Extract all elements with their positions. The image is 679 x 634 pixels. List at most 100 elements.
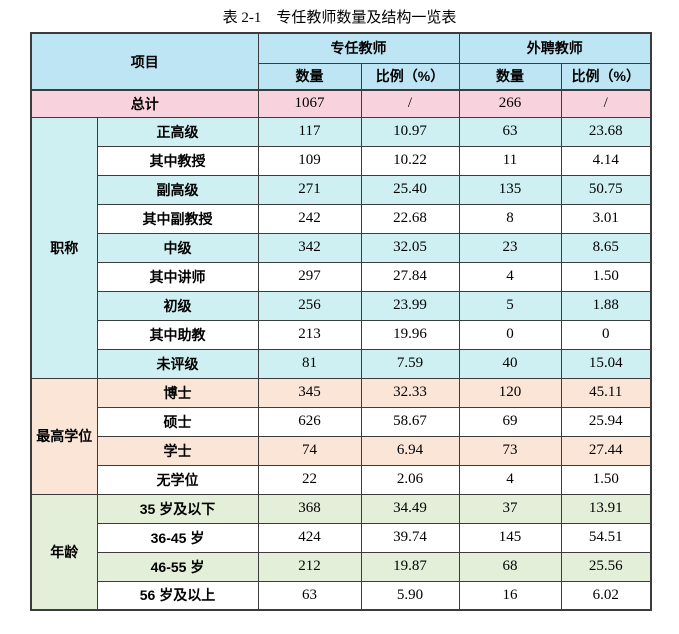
- table-row: 副高级 271 25.40 135 50.75: [31, 174, 652, 205]
- value-cell: 63: [458, 116, 562, 147]
- value-cell: 345: [257, 377, 362, 408]
- table-row: 其中讲师 297 27.84 4 1.50: [31, 261, 652, 292]
- table-row: 硕士 626 58.67 69 25.94: [31, 406, 652, 437]
- value-cell: 10.22: [360, 145, 460, 176]
- value-cell: 63: [257, 580, 362, 611]
- header-quantity-1-cell: 数量: [257, 62, 362, 91]
- row-label-cell: 56 岁及以上: [96, 580, 259, 611]
- value-cell: 54.51: [560, 522, 652, 553]
- value-cell: 297: [257, 261, 362, 292]
- row-label-cell: 无学位: [96, 464, 259, 495]
- value-cell: 25.56: [560, 551, 652, 582]
- value-cell: 19.87: [360, 551, 460, 582]
- value-cell: 34.49: [360, 493, 460, 524]
- value-cell: 25.94: [560, 406, 652, 437]
- value-cell: 6.02: [560, 580, 652, 611]
- table-row: 其中助教 213 19.96 0 0: [31, 319, 652, 350]
- value-cell: 212: [257, 551, 362, 582]
- value-cell: 4.14: [560, 145, 652, 176]
- value-cell: 39.74: [360, 522, 460, 553]
- value-cell: 0: [458, 319, 562, 350]
- total-value-cell: 266: [458, 89, 562, 118]
- header-item-cell: 项目: [30, 32, 259, 91]
- value-cell: 23.68: [560, 116, 652, 147]
- header-ratio-2-cell: 比例（%）: [560, 62, 652, 91]
- value-cell: 10.97: [360, 116, 460, 147]
- row-label-cell: 其中教授: [96, 145, 259, 176]
- value-cell: 424: [257, 522, 362, 553]
- row-label-cell: 其中副教授: [96, 203, 259, 234]
- value-cell: 58.67: [360, 406, 460, 437]
- value-cell: 2.06: [360, 464, 460, 495]
- value-cell: 1.50: [560, 464, 652, 495]
- total-value-cell: 1067: [257, 89, 362, 118]
- table-row: 学士 74 6.94 73 27.44: [31, 435, 652, 466]
- value-cell: 626: [257, 406, 362, 437]
- value-cell: 1.50: [560, 261, 652, 292]
- table-row: 36-45 岁 424 39.74 145 54.51: [31, 522, 652, 553]
- header-quantity-2-cell: 数量: [458, 62, 562, 91]
- value-cell: 22.68: [360, 203, 460, 234]
- row-label-cell: 博士: [96, 377, 259, 408]
- value-cell: 23.99: [360, 290, 460, 321]
- value-cell: 15.04: [560, 348, 652, 379]
- value-cell: 3.01: [560, 203, 652, 234]
- section-label-cell: 年龄: [30, 493, 98, 611]
- table-header: 项目 专任教师 外聘教师 数量 比例（%） 数量 比例（%）: [30, 32, 652, 91]
- row-label-cell: 其中讲师: [96, 261, 259, 292]
- row-label-cell: 36-45 岁: [96, 522, 259, 553]
- value-cell: 16: [458, 580, 562, 611]
- row-label-cell: 初级: [96, 290, 259, 321]
- value-cell: 8: [458, 203, 562, 234]
- value-cell: 73: [458, 435, 562, 466]
- header-external-teachers-cell: 外聘教师: [458, 32, 652, 64]
- total-value-cell: /: [360, 89, 460, 118]
- value-cell: 1.88: [560, 290, 652, 321]
- value-cell: 23: [458, 232, 562, 263]
- value-cell: 368: [257, 493, 362, 524]
- table-row: 职称 正高级 117 10.97 63 23.68: [30, 116, 652, 379]
- row-label-cell: 中级: [96, 232, 259, 263]
- row-label-cell: 学士: [96, 435, 259, 466]
- value-cell: 74: [257, 435, 362, 466]
- value-cell: 4: [458, 261, 562, 292]
- value-cell: 68: [458, 551, 562, 582]
- value-cell: 271: [257, 174, 362, 205]
- value-cell: 213: [257, 319, 362, 350]
- section-label-cell: 职称: [30, 116, 98, 379]
- header-row-groups: 项目 专任教师 外聘教师: [30, 32, 652, 91]
- value-cell: 5: [458, 290, 562, 321]
- value-cell: 109: [257, 145, 362, 176]
- value-cell: 45.11: [560, 377, 652, 408]
- table-row: 其中教授 109 10.22 11 4.14: [31, 145, 652, 176]
- value-cell: 7.59: [360, 348, 460, 379]
- header-ratio-1-cell: 比例（%）: [360, 62, 460, 91]
- table-row: 中级 342 32.05 23 8.65: [31, 232, 652, 263]
- value-cell: 4: [458, 464, 562, 495]
- value-cell: 27.84: [360, 261, 460, 292]
- value-cell: 8.65: [560, 232, 652, 263]
- table-row: 其中副教授 242 22.68 8 3.01: [31, 203, 652, 234]
- value-cell: 256: [257, 290, 362, 321]
- table-body: 职称 正高级 117 10.97 63 23.68 其中教授 109 10.22 11 4.14 副高…: [30, 116, 652, 611]
- value-cell: 22: [257, 464, 362, 495]
- value-cell: 135: [458, 174, 562, 205]
- value-cell: 81: [257, 348, 362, 379]
- table-row: 无学位 22 2.06 4 1.50: [31, 464, 652, 495]
- value-cell: 69: [458, 406, 562, 437]
- value-cell: 120: [458, 377, 562, 408]
- table-total-body: 总计 1067 / 266 /: [30, 89, 652, 118]
- value-cell: 11: [458, 145, 562, 176]
- table-title: 表 2-1 专任教师数量及结构一览表: [222, 10, 457, 26]
- table-row: 46-55 岁 212 19.87 68 25.56: [31, 551, 652, 582]
- value-cell: 0: [560, 319, 652, 350]
- table-row: 未评级 81 7.59 40 15.04: [31, 348, 652, 379]
- value-cell: 342: [257, 232, 362, 263]
- value-cell: 5.90: [360, 580, 460, 611]
- value-cell: 6.94: [360, 435, 460, 466]
- total-label-cell: 总计: [30, 89, 259, 118]
- value-cell: 13.91: [560, 493, 652, 524]
- row-label-cell: 正高级: [96, 116, 259, 147]
- total-row: 总计 1067 / 266 /: [30, 89, 652, 118]
